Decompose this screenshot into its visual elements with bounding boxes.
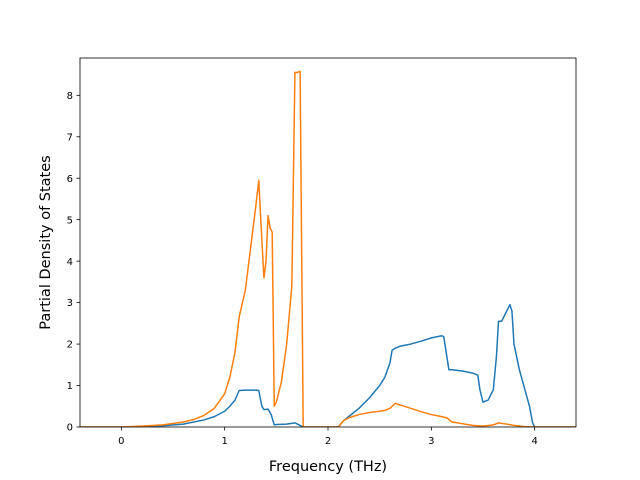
series-line-2 [80, 70, 576, 427]
x-tick-label: 2 [325, 436, 331, 447]
plot-area [80, 70, 576, 427]
y-axis-label: Partial Density of States [38, 155, 54, 329]
axes-frame [79, 57, 577, 428]
series-line-1 [80, 303, 576, 427]
x-tick-label: 0 [118, 436, 124, 447]
x-axis-label: Frequency (THz) [269, 459, 387, 475]
y-tick-label: 4 [67, 257, 73, 268]
axis-ticks: 0 1 2 3 4 0 1 2 3 4 5 6 7 8 [67, 91, 538, 447]
y-tick-label: 1 [67, 381, 73, 392]
y-tick-label: 7 [67, 132, 73, 143]
y-tick-label: 6 [67, 174, 73, 185]
x-tick-label: 1 [221, 436, 227, 447]
y-tick-label: 2 [67, 340, 73, 351]
y-tick-label: 5 [67, 215, 73, 226]
y-tick-label: 3 [67, 298, 73, 309]
x-tick-label: 3 [428, 436, 434, 447]
x-tick-label: 4 [531, 436, 537, 447]
y-tick-label: 0 [67, 423, 73, 434]
y-tick-label: 8 [67, 91, 73, 102]
